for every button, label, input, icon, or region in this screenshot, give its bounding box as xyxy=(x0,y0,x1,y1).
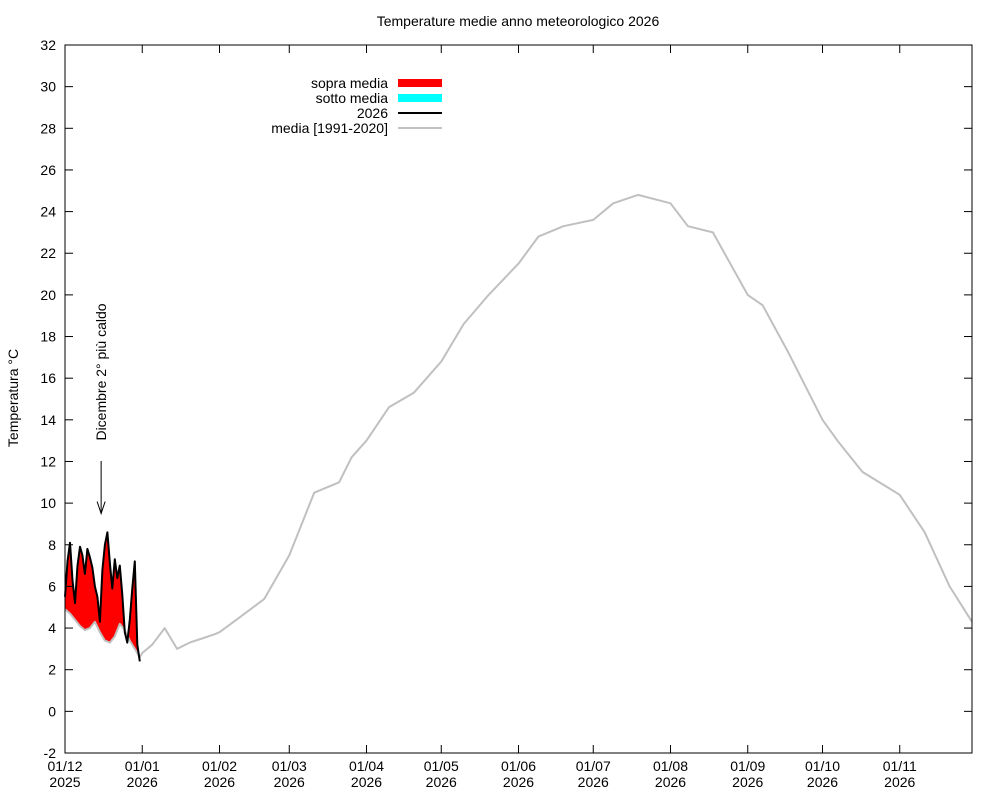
y-tick-label: 12 xyxy=(40,453,56,469)
y-tick-label: -2 xyxy=(44,745,57,761)
y-tick-label: 30 xyxy=(40,79,56,95)
y-tick-label: 32 xyxy=(40,37,56,53)
annotation-label: Dicembre 2° più caldo xyxy=(93,303,109,440)
y-tick-label: 0 xyxy=(48,703,56,719)
x-tick-label-year: 2026 xyxy=(884,774,915,790)
x-tick-label-date: 01/03 xyxy=(272,758,307,774)
annotation: Dicembre 2° più caldo xyxy=(93,303,109,516)
x-tick-label-date: 01/12 xyxy=(47,758,82,774)
series-lines xyxy=(64,193,973,662)
y-tick-label: 24 xyxy=(40,204,56,220)
x-tick-label-year: 2026 xyxy=(655,774,686,790)
legend-label: media [1991-2020] xyxy=(271,120,388,136)
x-tick-label-year: 2026 xyxy=(274,774,305,790)
x-tick-label-date: 01/09 xyxy=(730,758,765,774)
x-tick-label-year: 2026 xyxy=(578,774,609,790)
x-tick-label-date: 01/06 xyxy=(501,758,536,774)
y-tick-label: 28 xyxy=(40,120,56,136)
x-tick-label-year: 2026 xyxy=(204,774,235,790)
x-tick-label-date: 01/08 xyxy=(653,758,688,774)
x-axis-ticks: 01/12202501/01202601/02202601/03202601/0… xyxy=(47,45,917,790)
y-tick-label: 6 xyxy=(48,578,56,594)
y-tick-label: 4 xyxy=(48,620,56,636)
y-tick-label: 8 xyxy=(48,537,56,553)
y-tick-label: 26 xyxy=(40,162,56,178)
x-tick-label-date: 01/07 xyxy=(576,758,611,774)
chart-title: Temperature medie anno meteorologico 202… xyxy=(377,13,660,29)
y-tick-label: 18 xyxy=(40,329,56,345)
annotation-arrow-head xyxy=(96,501,106,516)
legend-label: sopra media xyxy=(311,75,388,91)
x-tick-label-date: 01/04 xyxy=(349,758,384,774)
normal-series-line xyxy=(64,193,973,659)
x-tick-label-date: 01/10 xyxy=(805,758,840,774)
legend-swatch xyxy=(398,79,442,87)
y-tick-label: 16 xyxy=(40,370,56,386)
x-tick-label-year: 2026 xyxy=(732,774,763,790)
legend-swatch xyxy=(398,94,442,102)
y-axis-label: Temperatura °C xyxy=(5,349,21,447)
x-tick-label-year: 2026 xyxy=(127,774,158,790)
y-tick-label: 2 xyxy=(48,662,56,678)
y-tick-label: 10 xyxy=(40,495,56,511)
x-tick-label-year: 2026 xyxy=(351,774,382,790)
x-tick-label-year: 2025 xyxy=(49,774,80,790)
y-tick-label: 22 xyxy=(40,245,56,261)
x-tick-label-date: 01/02 xyxy=(202,758,237,774)
plot-border xyxy=(64,44,973,754)
legend-label: 2026 xyxy=(357,105,388,121)
y-tick-label: 20 xyxy=(40,287,56,303)
plot-frame xyxy=(64,44,973,754)
x-tick-label-date: 01/05 xyxy=(424,758,459,774)
x-tick-label-year: 2026 xyxy=(807,774,838,790)
x-tick-label-year: 2026 xyxy=(503,774,534,790)
current-series-line xyxy=(64,531,141,662)
y-tick-label: 14 xyxy=(40,412,56,428)
x-tick-label-date: 01/11 xyxy=(883,758,917,774)
legend-label: sotto media xyxy=(316,90,389,106)
x-tick-label-date: 01/01 xyxy=(125,758,160,774)
x-tick-label-year: 2026 xyxy=(426,774,457,790)
